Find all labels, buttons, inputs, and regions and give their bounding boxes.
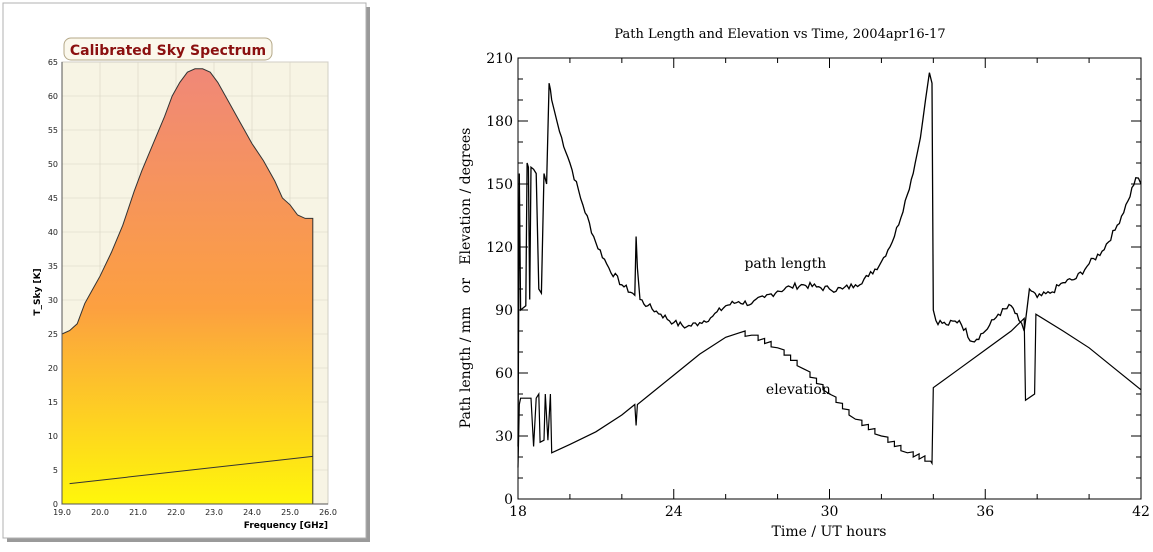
y-tick-label: 0 xyxy=(504,492,513,508)
y-axis-label: Path length / mm or Elevation / degrees xyxy=(458,128,474,429)
axis-ticks xyxy=(517,57,1142,500)
y-tick-label: 45 xyxy=(48,194,58,203)
y-tick-label: 150 xyxy=(486,177,513,193)
y-tick-label: 15 xyxy=(48,398,58,407)
x-tick-label: 25.0 xyxy=(281,508,299,517)
path-elevation-panel: Path Length and Elevation vs Time, 2004a… xyxy=(440,18,1152,548)
sky-spectrum-chart: 0 5 10 15 20 25 30 35 40 45 50 55 60 65 19.0 20.0 21.0 2… xyxy=(2,2,370,542)
chart-title: Path Length and Elevation vs Time, 2004a… xyxy=(614,27,945,42)
x-axis-label: Frequency [GHz] xyxy=(244,521,328,531)
plot-axes xyxy=(61,62,328,505)
x-tick-label: 19.0 xyxy=(53,508,71,517)
path-length-line xyxy=(517,72,1142,447)
title-box xyxy=(63,37,273,61)
path-length-annotation: path length xyxy=(744,256,826,272)
x-tick-label: 22.0 xyxy=(167,508,185,517)
y-tick-labels: 0 5 10 15 20 25 30 35 40 45 50 55 60 65 xyxy=(48,58,58,509)
y-tick-label: 20 xyxy=(48,364,58,373)
x-tick-labels: 18 24 30 36 42 xyxy=(509,504,1150,520)
y-tick-label: 180 xyxy=(486,114,513,130)
y-tick-label: 10 xyxy=(48,432,58,441)
x-tick-label: 21.0 xyxy=(129,508,147,517)
y-axis-label: T_Sky [K] xyxy=(33,268,43,315)
x-tick-label: 36 xyxy=(976,504,994,520)
sky-spectrum-panel: 0 5 10 15 20 25 30 35 40 45 50 55 60 65 19.0 20.0 21.0 2… xyxy=(2,2,372,544)
y-tick-label: 90 xyxy=(495,303,513,319)
x-tick-label: 23.0 xyxy=(205,508,223,517)
x-tick-label: 24.0 xyxy=(243,508,261,517)
y-tick-label: 40 xyxy=(48,228,58,237)
x-tick-labels: 19.0 20.0 21.0 22.0 23.0 24.0 25.0 26.0 xyxy=(53,508,337,517)
elevation-annotation: elevation xyxy=(766,382,831,398)
path-elevation-chart: Path Length and Elevation vs Time, 2004a… xyxy=(458,27,1150,540)
chart-title: Calibrated Sky Spectrum xyxy=(70,43,266,59)
baseline-series-line xyxy=(69,455,313,485)
y-tick-labels: 0 30 60 90 120 150 180 210 xyxy=(486,51,513,508)
y-tick-label: 35 xyxy=(48,262,58,271)
x-axis-label: Time / UT hours xyxy=(772,524,887,540)
y-tick-label: 30 xyxy=(495,429,513,445)
x-tick-label: 30 xyxy=(821,504,839,520)
x-tick-label: 18 xyxy=(509,504,527,520)
y-tick-label: 65 xyxy=(48,58,58,67)
y-tick-label: 25 xyxy=(48,330,58,339)
elevation-line xyxy=(517,313,1142,468)
y-tick-label: 55 xyxy=(48,126,58,135)
y-tick-label: 60 xyxy=(48,92,58,101)
x-tick-label: 24 xyxy=(665,504,683,520)
plot-frame xyxy=(517,57,1142,500)
y-tick-label: 50 xyxy=(48,160,58,169)
sky-temperature-area xyxy=(61,68,314,505)
y-tick-label: 60 xyxy=(495,366,513,382)
y-tick-label: 0 xyxy=(53,500,58,509)
y-tick-label: 30 xyxy=(48,296,58,305)
y-tick-label: 210 xyxy=(486,51,513,67)
y-tick-label: 5 xyxy=(53,466,58,475)
x-tick-label: 20.0 xyxy=(91,508,109,517)
x-tick-label: 26.0 xyxy=(319,508,337,517)
y-tick-label: 120 xyxy=(486,240,513,256)
x-tick-label: 42 xyxy=(1132,504,1150,520)
